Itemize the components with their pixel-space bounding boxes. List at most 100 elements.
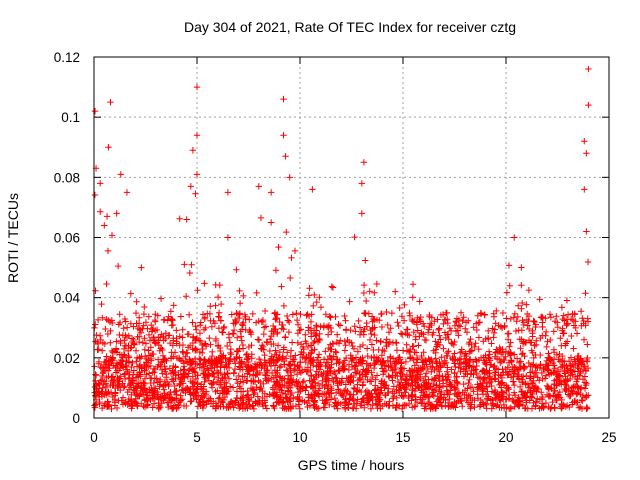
data-point [396,304,403,312]
data-point [568,332,575,340]
data-point [141,335,148,342]
data-point [239,341,247,349]
data-point [326,401,333,409]
data-point [151,316,159,324]
data-point [349,395,356,403]
data-point [519,376,526,383]
data-point [99,384,106,392]
data-point [253,371,260,378]
data-point [201,315,208,323]
data-point [348,339,355,347]
data-point [139,325,146,332]
data-point [182,353,189,360]
data-point [201,280,208,287]
data-point [273,382,280,389]
data-point [157,404,164,411]
data-point [567,372,574,379]
data-point [563,386,570,393]
data-point [246,403,254,410]
data-point [554,324,562,331]
data-point [370,364,378,372]
data-point [519,299,526,307]
data-point [237,385,245,392]
data-point [322,311,330,318]
data-point [423,380,430,388]
data-point [484,396,491,403]
data-point [268,357,276,364]
data-point [147,379,154,387]
data-point [133,298,140,305]
data-point [452,318,460,325]
data-point [216,281,223,289]
data-point [279,353,287,360]
data-point [234,334,241,342]
data-point [581,363,588,370]
data-point [122,370,129,377]
data-point [490,329,498,337]
data-point [141,346,148,353]
data-point [545,403,552,411]
data-point [169,321,177,329]
data-point [345,366,353,374]
data-point [376,396,384,403]
data-point [208,323,216,330]
data-point [250,405,258,413]
data-point [440,345,447,352]
data-point [179,348,186,355]
data-point [117,360,124,368]
y-tick-label: 0.1 [61,110,80,125]
data-point [405,332,413,339]
data-point [177,367,184,374]
data-point [266,336,274,343]
data-point [113,404,121,412]
data-point [122,342,130,350]
data-point [128,344,135,351]
data-point [516,359,523,366]
data-point [385,372,392,380]
data-point [217,317,224,324]
data-point [538,369,546,377]
data-point [458,395,466,402]
data-point [297,326,305,333]
data-point [289,311,297,318]
data-point [358,210,365,217]
data-point [147,352,155,359]
data-point [236,354,243,361]
data-point [234,380,241,387]
data-point [575,365,583,372]
data-point [155,402,163,409]
data-point [457,368,464,376]
data-point [270,403,277,410]
data-point [170,353,177,360]
data-point [439,373,446,380]
data-point [428,368,435,375]
data-point [278,325,286,332]
data-point [297,359,304,366]
data-point [287,274,294,282]
data-point [133,391,140,398]
data-point [362,297,370,305]
data-point [132,374,140,381]
data-point [582,367,590,375]
data-point [214,342,222,350]
data-point [161,356,169,363]
data-point [119,394,127,401]
y-axis-label: ROTI / TECUs [5,193,21,283]
data-point [537,361,544,368]
data-point [288,389,295,397]
data-point [445,336,452,343]
data-point [378,380,385,387]
data-point [492,388,499,396]
data-point [92,377,99,385]
data-point [394,378,402,386]
data-point [196,361,204,369]
data-point [127,320,135,327]
data-point [101,222,108,229]
data-point [462,363,470,371]
data-point [448,366,455,373]
data-point [267,189,275,196]
data-point [564,311,572,318]
data-point [306,402,314,409]
data-point [438,353,445,361]
data-point [520,321,528,329]
